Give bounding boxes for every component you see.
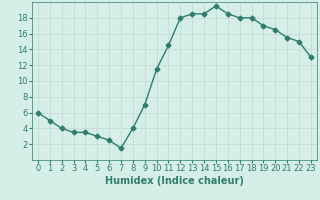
- X-axis label: Humidex (Indice chaleur): Humidex (Indice chaleur): [105, 176, 244, 186]
